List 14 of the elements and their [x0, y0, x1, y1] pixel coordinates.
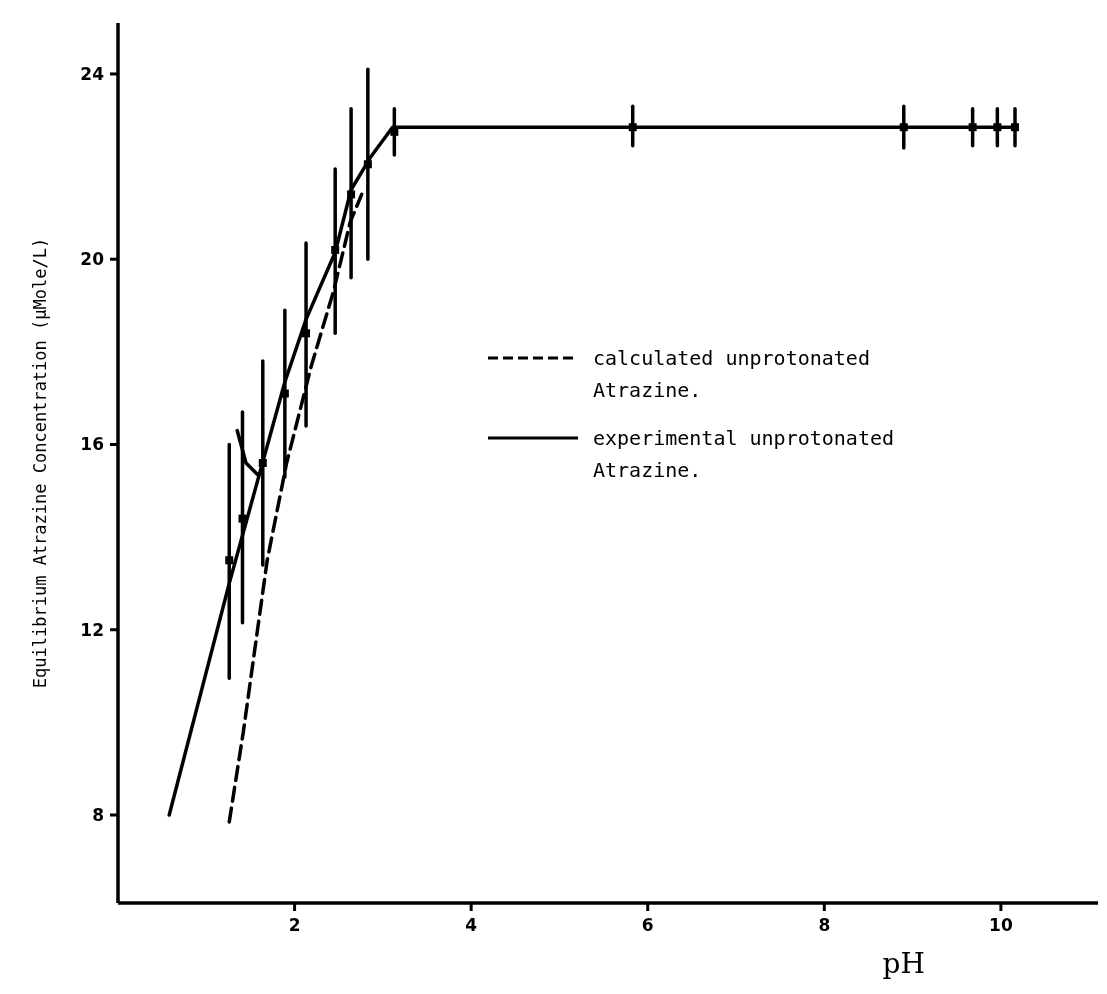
x-tick-label: 10	[989, 915, 1013, 935]
y-tick-label: 24	[80, 63, 105, 84]
legend-label: experimental unprotonated Atrazine.	[593, 426, 895, 482]
y-tick-label: 20	[80, 249, 105, 270]
x-tick-label: 8	[818, 915, 831, 935]
x-axis-title: pH	[882, 947, 925, 980]
x-tick-label: 6	[641, 915, 654, 935]
legend-label: calculated unprotonated Atrazine.	[593, 346, 870, 402]
y-tick-label: 16	[80, 434, 104, 455]
x-tick-label: 4	[465, 915, 478, 935]
x-tick-label: 2	[288, 915, 301, 935]
y-tick-label: 12	[80, 619, 104, 640]
y-axis-title: Equilibrium Atrazine Concentration (µMole/L)	[30, 237, 50, 689]
y-tick-label: 8	[92, 804, 104, 825]
